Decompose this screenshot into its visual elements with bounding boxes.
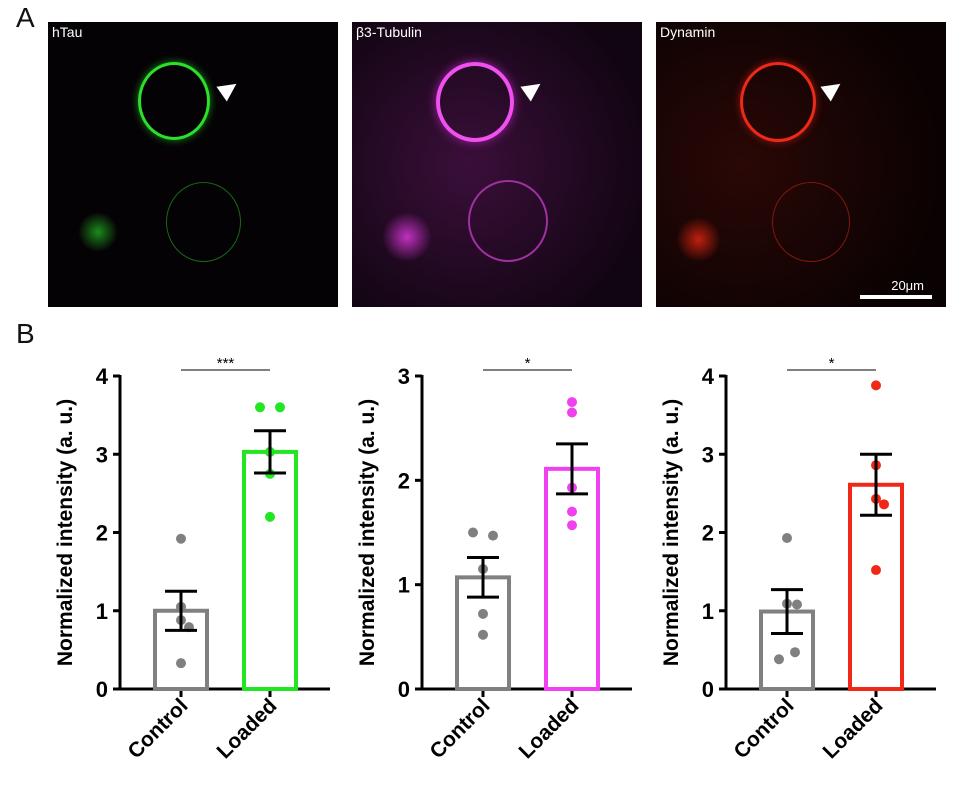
x-tick-label: Loaded <box>514 694 583 763</box>
y-tick-label: 3 <box>398 364 410 389</box>
data-point <box>567 506 577 517</box>
significance-label: *** <box>217 355 235 372</box>
bar-loaded <box>242 449 298 691</box>
data-point <box>176 658 186 669</box>
y-axis-label: Normalized intensity (a. u.) <box>660 399 683 666</box>
y-tick-label: 0 <box>702 677 714 702</box>
data-point <box>176 533 186 544</box>
data-point <box>871 380 881 391</box>
micrograph-tubulin: β3-Tubulin <box>352 22 642 307</box>
chart-0: 0 1 2 3 4 Normalized intensity (a. u.) Control… <box>54 355 330 763</box>
data-point <box>790 647 800 658</box>
y-tick-label: 2 <box>702 521 714 546</box>
data-point <box>478 608 488 619</box>
image-label: hTau <box>52 24 83 40</box>
x-tick-label: Loaded <box>818 694 887 763</box>
chart-1: 0 1 2 3 Normalized intensity (a. u.) Control L… <box>356 355 632 763</box>
data-point <box>567 407 577 418</box>
data-point <box>478 629 488 640</box>
y-axis-label: Normalized intensity (a. u.) <box>54 399 77 666</box>
data-point <box>567 520 577 531</box>
data-point <box>782 532 792 543</box>
data-point <box>468 527 478 538</box>
scale-bar <box>860 295 932 299</box>
y-tick-label: 2 <box>96 521 108 546</box>
x-tick-label: Control <box>123 694 192 763</box>
y-tick-label: 0 <box>398 677 410 702</box>
data-point <box>265 511 275 522</box>
data-point <box>275 402 285 413</box>
significance-label: * <box>829 355 835 372</box>
x-tick-label: Control <box>425 694 494 763</box>
y-tick-label: 0 <box>96 677 108 702</box>
panel-label-b: B <box>16 318 35 349</box>
y-axis-label: Normalized intensity (a. u.) <box>356 399 379 666</box>
y-tick-label: 1 <box>96 599 108 624</box>
x-tick-label: Control <box>729 694 798 763</box>
x-tick-label: Loaded <box>212 694 281 763</box>
y-tick-label: 1 <box>702 599 714 624</box>
data-point <box>792 599 802 610</box>
significance-label: * <box>525 355 531 372</box>
data-point <box>879 499 889 510</box>
y-tick-label: 1 <box>398 573 410 598</box>
data-point <box>871 565 881 576</box>
image-label: Dynamin <box>660 24 716 40</box>
y-tick-label: 4 <box>702 364 715 389</box>
y-tick-label: 3 <box>96 442 108 467</box>
data-point <box>567 397 577 408</box>
image-label: β3-Tubulin <box>356 24 422 40</box>
bar-loaded <box>544 466 600 691</box>
micrograph-dynamin: Dynamin 20μm <box>656 22 946 307</box>
y-tick-label: 3 <box>702 442 714 467</box>
y-tick-label: 4 <box>96 364 109 389</box>
micrograph-htau: hTau <box>48 22 338 307</box>
data-point <box>488 530 498 541</box>
data-point <box>774 654 784 665</box>
panel-label-a: A <box>16 2 35 33</box>
y-tick-label: 2 <box>398 468 410 493</box>
scale-bar-label: 20μm <box>891 278 924 293</box>
data-point <box>255 402 265 413</box>
chart-2: 0 1 2 3 4 Normalized intensity (a. u.) Control… <box>660 355 936 763</box>
